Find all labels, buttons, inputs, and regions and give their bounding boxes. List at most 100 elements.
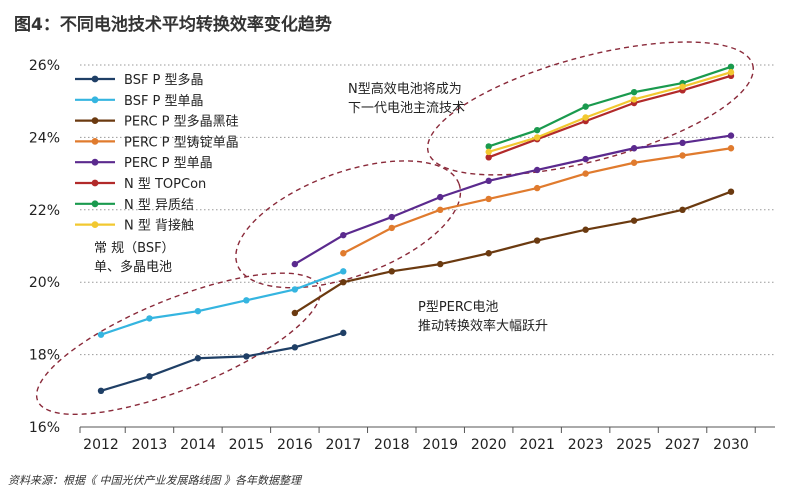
highlight-ellipse xyxy=(35,272,322,416)
data-point xyxy=(630,159,638,166)
x-tick-label: 2012 xyxy=(83,437,119,453)
data-point xyxy=(727,188,735,195)
legend-swatch-marker xyxy=(91,75,99,83)
legend: BSF P 型多晶 BSF P 型单晶 PERC P 型多晶黑硅 PERC P 型铸锭… xyxy=(75,72,239,234)
data-point xyxy=(630,88,638,96)
annotation-text: 单、多晶电池 xyxy=(94,259,172,275)
legend-swatch-marker xyxy=(91,200,99,208)
legend-swatch-marker xyxy=(91,96,99,104)
legend-label: N 型 异质结 xyxy=(124,198,194,213)
data-point xyxy=(291,260,299,268)
data-point xyxy=(97,387,105,394)
data-point xyxy=(533,237,541,244)
series-line xyxy=(488,65,732,148)
annotation-text: 下一代电池主流技术 xyxy=(348,101,465,116)
data-point xyxy=(388,224,395,232)
y-tick-label: 18% xyxy=(29,348,60,364)
data-point xyxy=(727,132,735,139)
series-line xyxy=(294,190,732,314)
series-3 xyxy=(340,145,735,257)
series-7 xyxy=(485,69,735,156)
data-point xyxy=(533,134,541,141)
series-line xyxy=(488,74,732,159)
data-point xyxy=(582,103,589,110)
data-point xyxy=(582,170,589,177)
data-point xyxy=(291,309,299,317)
data-point xyxy=(582,226,589,233)
legend-label: BSF P 型多晶 xyxy=(124,72,204,88)
series-line xyxy=(488,71,732,153)
data-point xyxy=(485,148,492,156)
data-point xyxy=(437,193,444,201)
x-tick-label: 2016 xyxy=(277,437,313,453)
data-point xyxy=(582,155,589,163)
source-note: 资料来源：根据《 中国光伏产业发展路线图 》各年数据整理 xyxy=(8,474,301,487)
series-2 xyxy=(291,188,735,317)
data-point xyxy=(679,139,686,147)
legend-label: PERC P 型多晶黑硅 xyxy=(124,114,239,130)
legend-item: N 型 背接触 xyxy=(75,218,194,234)
legend-label: PERC P 型单晶 xyxy=(124,156,213,171)
data-point xyxy=(291,344,299,351)
data-point xyxy=(97,331,105,338)
data-point xyxy=(485,143,492,150)
data-point xyxy=(340,329,347,337)
y-tick-label: 16% xyxy=(29,420,60,436)
data-point xyxy=(727,63,735,71)
data-point xyxy=(533,184,541,192)
x-tick-label: 2027 xyxy=(665,437,701,453)
series-lines xyxy=(97,63,735,394)
data-point xyxy=(146,315,153,322)
data-point xyxy=(485,195,492,203)
y-tick-label: 22% xyxy=(29,203,60,219)
legend-item: N 型 异质结 xyxy=(75,198,194,213)
annotation-text: P型PERC电池 xyxy=(418,300,498,315)
x-tick-label: 2021 xyxy=(519,437,555,453)
x-tick-label: 2030 xyxy=(713,437,749,453)
legend-item: BSF P 型单晶 xyxy=(75,94,204,109)
data-point xyxy=(485,177,492,185)
data-point xyxy=(533,126,541,134)
legend-item: PERC P 型铸锭单晶 xyxy=(75,134,239,150)
data-point xyxy=(340,250,347,257)
legend-item: PERC P 型多晶黑硅 xyxy=(75,114,239,130)
chart-title: 图4：不同电池技术平均转换效率变化趋势 xyxy=(14,15,332,35)
x-tick-label: 2023 xyxy=(568,437,604,453)
legend-label: N 型 TOPCon xyxy=(124,177,206,192)
data-point xyxy=(194,355,202,362)
highlight-ellipse xyxy=(235,160,462,289)
x-tick-label: 2017 xyxy=(325,437,361,453)
legend-swatch-marker xyxy=(91,117,99,124)
highlight-ellipse xyxy=(426,41,754,176)
x-tick-label: 2025 xyxy=(616,437,652,453)
data-point xyxy=(582,114,589,121)
data-point xyxy=(679,83,686,90)
series-4 xyxy=(291,132,735,268)
annotation-text: 常 规（BSF） xyxy=(94,241,175,256)
data-point xyxy=(243,297,250,304)
data-point xyxy=(727,69,735,76)
y-tick-label: 24% xyxy=(29,130,60,146)
series-line xyxy=(100,270,344,336)
legend-item: BSF P 型多晶 xyxy=(75,72,204,88)
legend-swatch-marker xyxy=(91,138,99,145)
data-point xyxy=(437,260,444,268)
y-tick-label: 26% xyxy=(29,58,60,74)
data-point xyxy=(679,152,686,159)
annotation-text: 推动转换效率大幅跃升 xyxy=(418,318,548,334)
data-point xyxy=(388,268,395,275)
data-point xyxy=(291,286,299,293)
series-line xyxy=(294,134,732,266)
data-point xyxy=(194,307,202,315)
data-point xyxy=(340,268,347,275)
data-point xyxy=(679,206,686,213)
legend-label: PERC P 型铸锭单晶 xyxy=(124,134,239,150)
highlight-ellipses xyxy=(35,41,754,416)
x-tick-label: 2014 xyxy=(180,437,216,453)
data-point xyxy=(630,145,638,152)
x-tick-label: 2019 xyxy=(422,437,458,453)
data-point xyxy=(340,231,347,239)
